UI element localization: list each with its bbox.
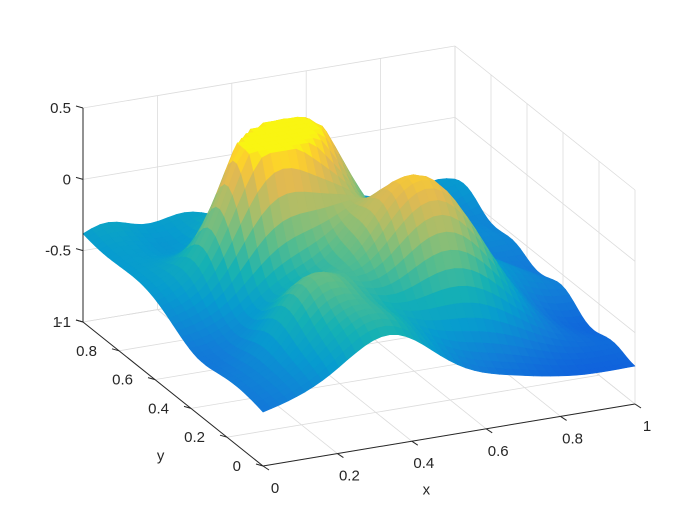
x-tick-label: 1 xyxy=(643,418,651,435)
surface xyxy=(82,116,636,413)
side-wall-grid-line xyxy=(454,117,636,262)
x-tick-label: 0.2 xyxy=(339,468,360,485)
y-tick-label: 0 xyxy=(233,458,241,475)
y-tick-mark xyxy=(183,405,192,409)
y-axis-label: y xyxy=(157,448,165,465)
x-tick-mark xyxy=(411,440,419,446)
side-wall-grid-line xyxy=(454,188,636,333)
side-wall-grid-line xyxy=(454,45,636,191)
y-tick-mark xyxy=(147,377,156,381)
x-tick-mark xyxy=(560,415,567,421)
x-tick-mark xyxy=(485,428,493,434)
y-tick-mark xyxy=(219,434,228,438)
x-tick-label: 0.6 xyxy=(488,443,509,460)
x-axis-line xyxy=(262,403,636,467)
x-axis-label: x xyxy=(423,481,431,498)
x-tick-mark xyxy=(262,465,270,471)
y-tick-label: 1 xyxy=(53,314,61,331)
y-axis-line xyxy=(82,321,264,467)
z-tick-label: 0 xyxy=(63,171,71,188)
z-tick-label: 0.5 xyxy=(50,100,71,117)
back-wall-grid-line xyxy=(82,45,456,109)
y-tick-label: 0.6 xyxy=(112,372,133,389)
axes-box xyxy=(82,108,636,467)
z-tick-label: -0.5 xyxy=(45,243,71,260)
z-tick-mark xyxy=(75,248,84,252)
x-tick-label: 0.8 xyxy=(562,430,583,447)
z-tick-mark xyxy=(75,105,84,109)
x-tick-mark xyxy=(337,453,344,459)
y-tick-label: 0.2 xyxy=(184,429,205,446)
z-tick-mark xyxy=(75,319,84,323)
y-tick-mark xyxy=(255,463,264,467)
x-tick-label: 0.4 xyxy=(413,455,434,472)
y-tick-mark xyxy=(111,348,120,352)
y-tick-label: 0.8 xyxy=(76,343,97,360)
y-tick-label: 0.4 xyxy=(148,400,169,417)
surface-patch xyxy=(622,361,636,368)
x-tick-mark xyxy=(634,403,642,409)
z-tick-mark xyxy=(75,176,84,180)
z-tick-label: -1 xyxy=(58,314,71,331)
x-tick-label: 0 xyxy=(271,480,279,497)
floor-grid-line xyxy=(226,374,600,438)
